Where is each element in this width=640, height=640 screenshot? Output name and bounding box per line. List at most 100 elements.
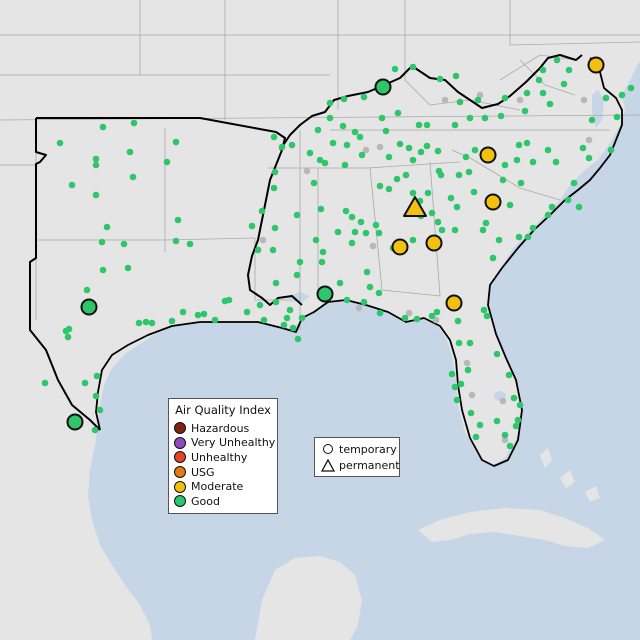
monitor-marker-good: [258, 207, 266, 215]
monitor-marker-good: [142, 318, 150, 326]
monitor-marker-good: [168, 317, 176, 325]
monitor-marker-good: [289, 324, 297, 332]
monitor-marker-good: [433, 308, 441, 316]
monitor-marker-good: [298, 314, 306, 322]
monitor-marker-good: [393, 175, 401, 183]
monitor-marker-moderate: [391, 238, 409, 256]
monitor-marker-good: [452, 72, 460, 80]
monitor-marker-good: [65, 325, 73, 333]
monitor-marker-good: [435, 167, 443, 175]
monitor-marker-good: [260, 316, 268, 324]
monitor-marker-good: [466, 339, 474, 347]
good-swatch: [174, 495, 186, 508]
monitor-marker-good: [286, 306, 294, 314]
monitor-marker-good: [129, 173, 137, 181]
legend-label: Moderate: [191, 480, 244, 494]
monitor-marker-good: [546, 100, 554, 108]
monitor-marker-good: [575, 203, 583, 211]
monitor-marker-good: [462, 153, 470, 161]
monitor-marker-good: [465, 168, 473, 176]
monitor-marker-good: [374, 78, 392, 96]
usg-swatch: [174, 466, 186, 479]
monitor-marker-moderate: [484, 193, 502, 211]
monitor-marker-good: [515, 141, 523, 149]
monitor-marker-good: [271, 224, 279, 232]
monitor-marker-good: [314, 126, 322, 134]
monitor-marker-good: [329, 139, 337, 147]
monitor-marker-good: [200, 310, 208, 318]
monitor-marker-good: [544, 211, 552, 219]
monitor-type-legend: temporary permanent: [314, 437, 400, 477]
monitor-marker-good: [376, 182, 384, 190]
monitor-marker-good: [256, 301, 264, 309]
pamlico-sound: [605, 158, 625, 178]
monitor-marker-good: [471, 146, 479, 154]
monitor-marker-good: [319, 248, 327, 256]
monitor-marker-good: [342, 207, 350, 215]
monitor-marker-good: [409, 189, 417, 197]
monitor-marker-good: [334, 228, 342, 236]
monitor-marker-good: [310, 179, 318, 187]
land-bahamas-2: [560, 470, 575, 488]
hazardous-swatch: [174, 422, 186, 435]
monitor-marker-no-data: [585, 136, 593, 144]
monitor-marker-good: [343, 296, 351, 304]
monitor-marker-good: [66, 413, 84, 431]
monitor-marker-good: [456, 98, 464, 106]
monitor-marker-good: [385, 153, 393, 161]
monitor-marker-good: [356, 133, 364, 141]
monitor-marker-good: [523, 139, 531, 147]
legend-item-good: Good: [169, 494, 277, 509]
monitor-marker-good: [447, 194, 455, 202]
monitor-marker-good: [56, 139, 64, 147]
monitor-marker-moderate: [479, 146, 497, 164]
monitor-marker-good: [423, 142, 431, 150]
monitor-marker-no-data: [376, 143, 384, 151]
monitor-marker-good: [438, 226, 446, 234]
monitor-marker-good: [321, 159, 329, 167]
legend-label: temporary: [339, 442, 397, 456]
monitor-marker-good: [269, 246, 277, 254]
monitor-marker-good: [548, 203, 556, 211]
monitor-marker-good: [375, 289, 383, 297]
legend-label: USG: [191, 465, 215, 479]
monitor-marker-good: [99, 123, 107, 131]
region-outline: [29, 54, 583, 431]
monitor-marker-good: [455, 339, 463, 347]
monitor-marker-good: [92, 161, 100, 169]
monitor-marker-good: [211, 316, 219, 324]
monitor-marker-good: [316, 156, 324, 164]
monitor-marker-good: [312, 236, 320, 244]
monitor-marker-good: [495, 236, 503, 244]
monitor-marker-good: [363, 268, 371, 276]
monitor-marker-good: [348, 239, 356, 247]
monitor-marker-good: [362, 229, 370, 237]
monitor-marker-good: [627, 84, 635, 92]
monitor-marker-good: [570, 179, 578, 187]
monitor-marker-good: [336, 279, 344, 287]
monitor-marker-good: [493, 350, 501, 358]
monitor-marker-good: [68, 181, 76, 189]
monitor-marker-good: [409, 236, 417, 244]
monitor-marker-good: [401, 314, 409, 322]
monitor-marker-good: [148, 319, 156, 327]
monitor-marker-good: [565, 66, 573, 74]
monitor-marker-good: [93, 372, 101, 380]
monitor-marker-good: [366, 283, 374, 291]
monitor-marker-no-data: [476, 91, 484, 99]
monitor-marker-good: [64, 333, 72, 341]
monitor-marker-good: [98, 238, 106, 246]
monitor-marker-good: [529, 158, 537, 166]
monitor-marker-good: [179, 308, 187, 316]
monitor-marker-good: [225, 296, 233, 304]
monitor-marker-no-data: [432, 316, 440, 324]
monitor-marker-good: [560, 80, 568, 88]
monitor-marker-good: [428, 312, 436, 320]
monitor-marker-good: [466, 114, 474, 122]
monitor-marker-good: [553, 56, 561, 64]
monitor-marker-good: [293, 211, 301, 219]
aqi-legend: Air Quality Index Hazardous Very Unhealt…: [168, 398, 278, 514]
monitor-marker-no-data: [362, 146, 370, 154]
monitor-marker-good: [378, 114, 386, 122]
